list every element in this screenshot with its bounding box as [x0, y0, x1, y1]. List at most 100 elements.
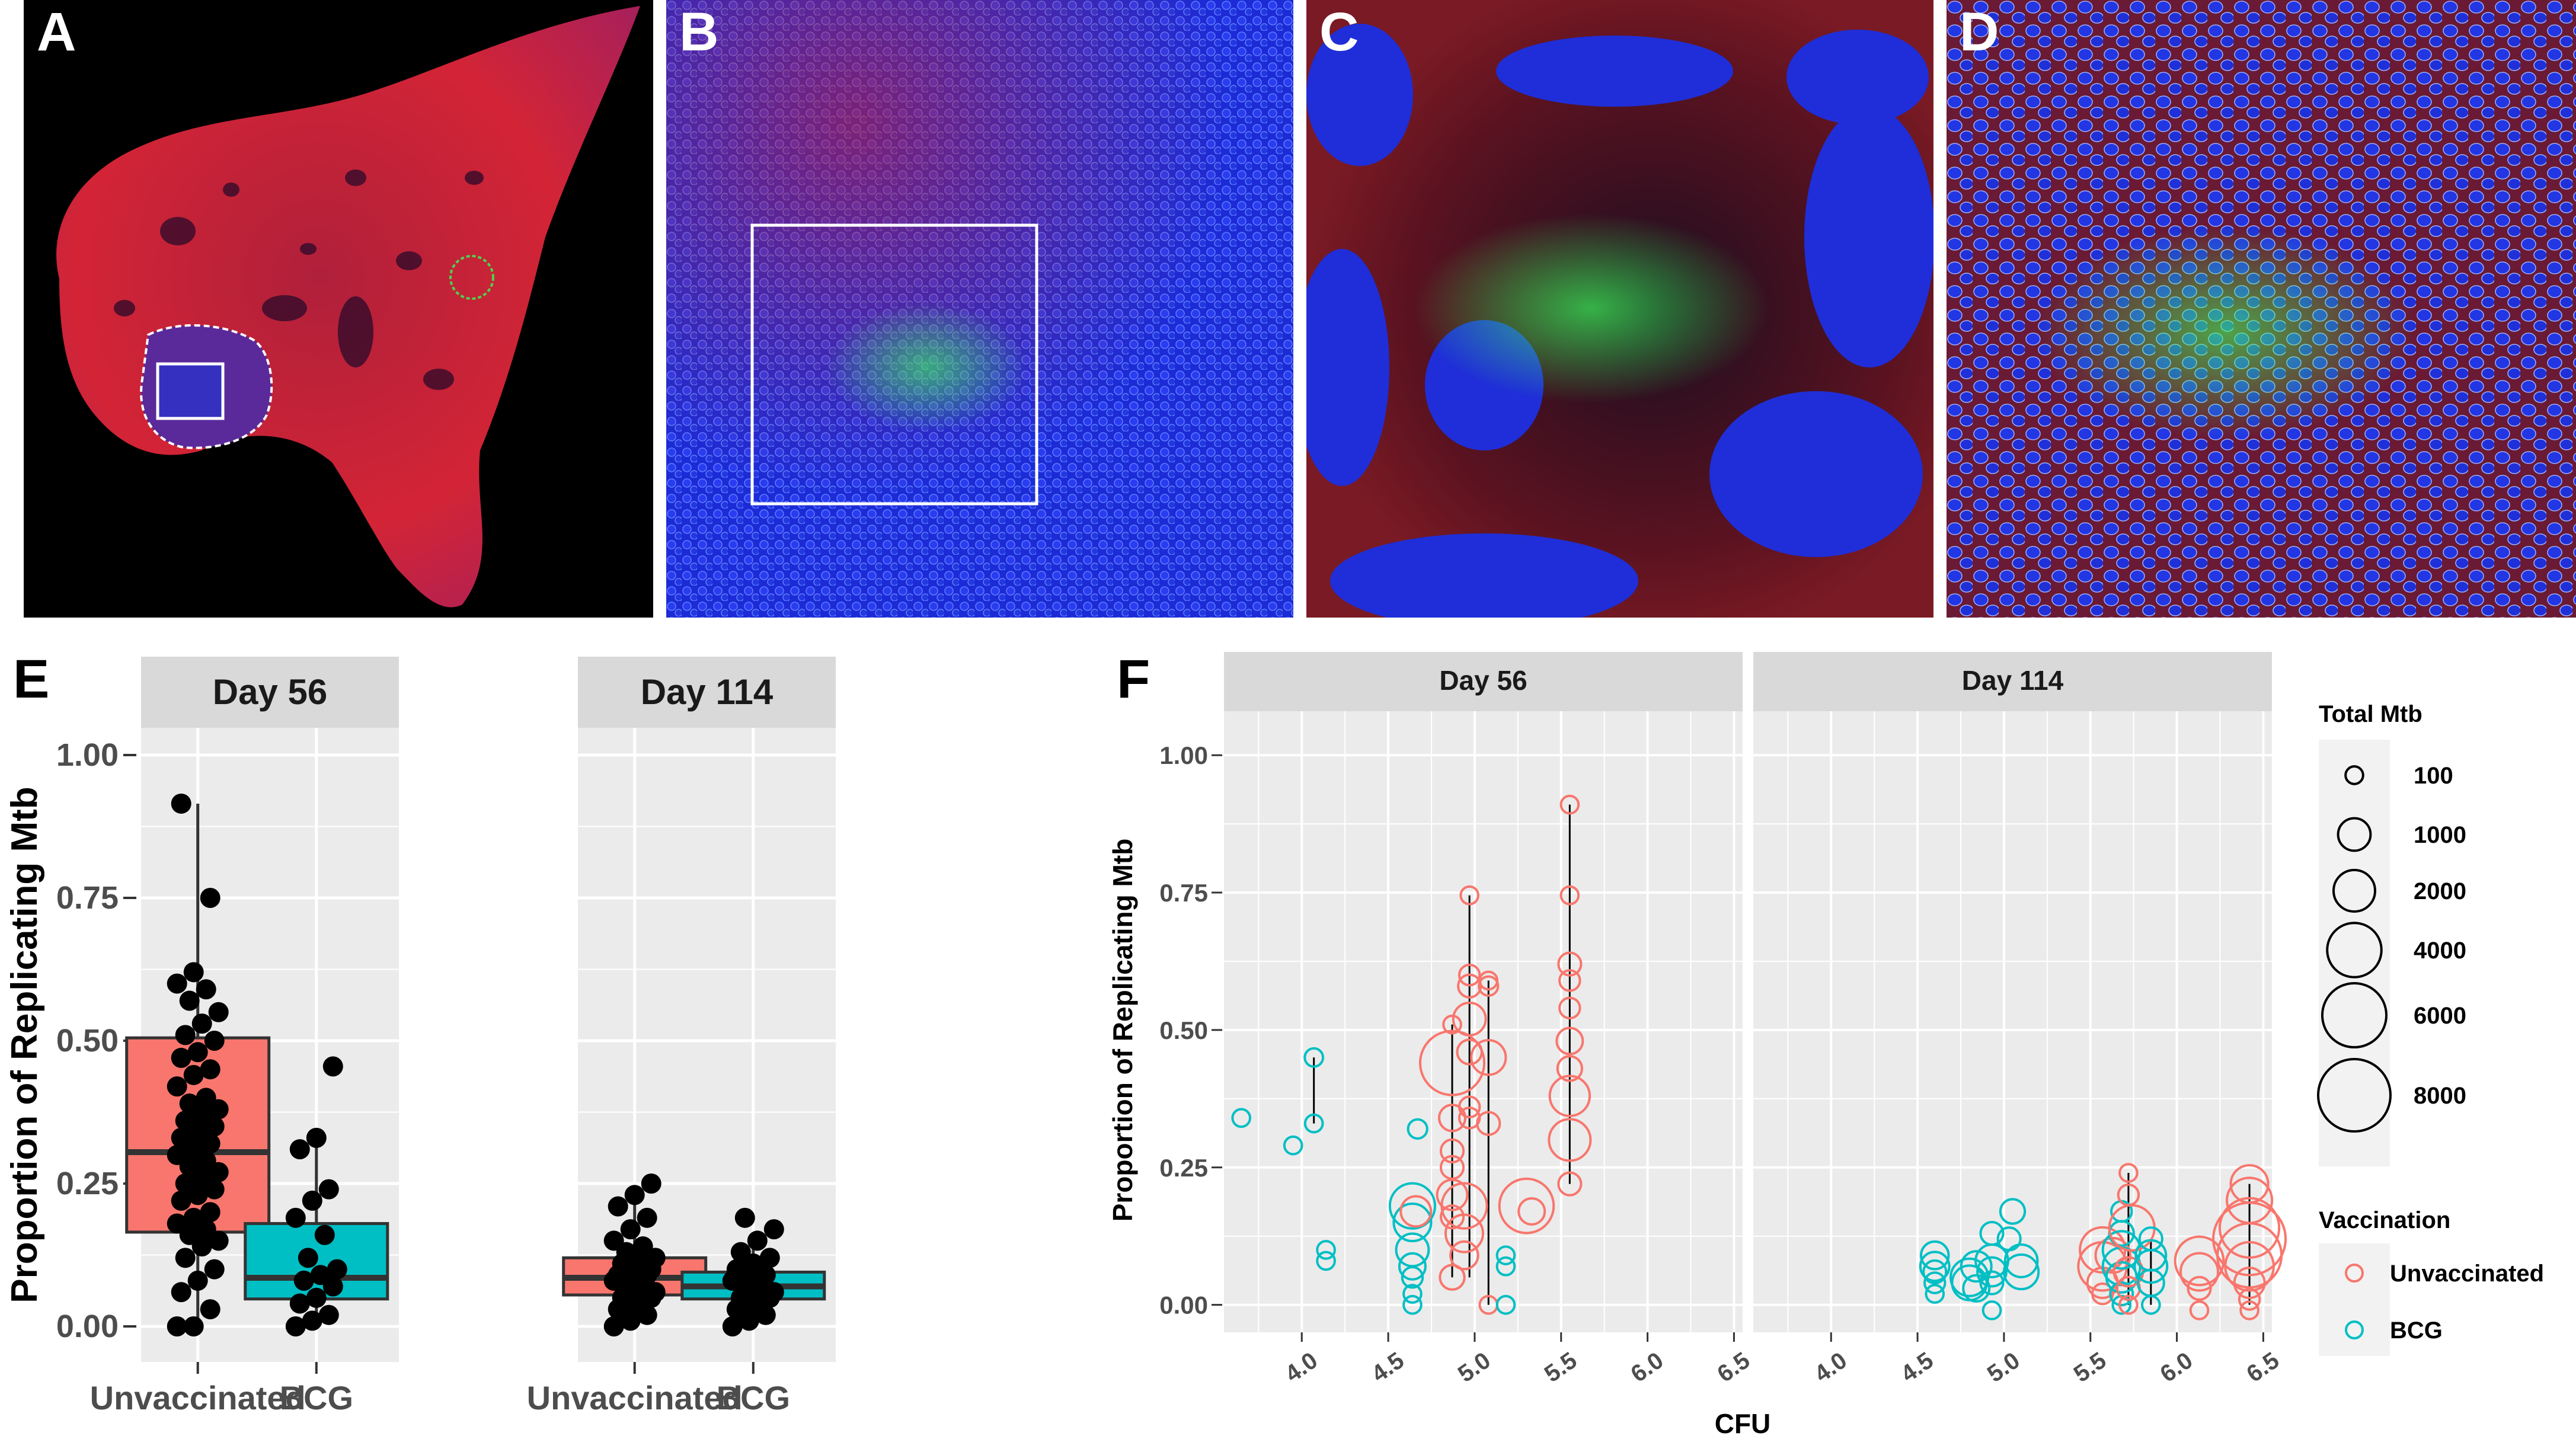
- data-point: [2239, 1300, 2259, 1320]
- data-point: [1495, 1256, 1516, 1277]
- color-legend-label: BCG: [2390, 1318, 2443, 1344]
- data-point: [289, 1293, 310, 1314]
- data-point: [1231, 1108, 1251, 1128]
- size-legend-key: [2321, 981, 2388, 1049]
- data-point: [322, 1056, 343, 1077]
- data-point: [637, 1207, 657, 1228]
- green-lesion-outline: [449, 255, 494, 300]
- data-point: [1478, 975, 1500, 997]
- data-point: [734, 1207, 755, 1228]
- data-point: [2105, 1261, 2138, 1294]
- data-point: [302, 1310, 322, 1331]
- data-point: [759, 1248, 780, 1268]
- x-tick-label: 6.5: [1712, 1347, 1754, 1387]
- panel-label-c: C: [1319, 2, 1359, 62]
- data-point: [1559, 794, 1580, 815]
- panel-label-b: B: [679, 2, 719, 62]
- data-point: [175, 1248, 196, 1268]
- data-point: [2179, 1252, 2220, 1292]
- data-point: [208, 1002, 229, 1022]
- data-point: [1442, 1014, 1462, 1035]
- panel-c-mtb-detail: [1306, 0, 1933, 618]
- data-point: [2212, 1201, 2287, 1277]
- data-point: [200, 1299, 220, 1320]
- color-legend-title: Vaccination: [2319, 1207, 2450, 1233]
- airways: [114, 170, 484, 390]
- data-point: [1498, 1177, 1555, 1235]
- data-point: [1548, 1118, 1592, 1162]
- data-point: [200, 888, 220, 908]
- data-point: [1401, 1266, 1424, 1289]
- nuclei-blobs: [1306, 24, 1933, 618]
- data-point: [641, 1173, 661, 1194]
- data-point: [624, 1185, 645, 1205]
- data-point: [1418, 1029, 1486, 1096]
- data-point: [1439, 1204, 1465, 1230]
- data-point: [2218, 1197, 2281, 1259]
- y-axis-title: Proportion of Replicating Mtb: [1107, 839, 1138, 1222]
- data-point: [1283, 1135, 1303, 1156]
- data-point: [1316, 1240, 1336, 1260]
- data-point: [2133, 1249, 2169, 1284]
- data-point: [179, 990, 200, 1011]
- data-point: [608, 1196, 628, 1217]
- data-point: [171, 1282, 191, 1303]
- data-point: [171, 1047, 191, 1068]
- data-point: [1559, 885, 1580, 906]
- data-point: [167, 973, 187, 994]
- data-point: [2141, 1294, 2161, 1315]
- size-legend-key: [2317, 1058, 2392, 1133]
- mtb-cluster: [2035, 225, 2415, 439]
- data-point: [1316, 1251, 1336, 1271]
- size-legend-key: [2344, 765, 2364, 785]
- data-point: [306, 1127, 327, 1148]
- lesion-zoom-image: [666, 0, 1293, 618]
- size-legend-label: 100: [2414, 763, 2453, 789]
- x-tick-label: BCG: [280, 1379, 353, 1416]
- data-point: [310, 1265, 331, 1285]
- data-point: [1458, 1095, 1481, 1118]
- data-point: [1476, 1111, 1501, 1136]
- data-point: [196, 979, 216, 1000]
- data-point: [1976, 1256, 2008, 1288]
- data-point: [187, 1270, 208, 1291]
- data-point: [183, 962, 204, 983]
- data-point: [1470, 1039, 1507, 1076]
- data-point: [2003, 1243, 2039, 1278]
- data-point: [747, 1230, 768, 1251]
- panel-a-lung-section: [24, 0, 653, 618]
- data-point: [1402, 1284, 1423, 1304]
- x-tick-label: Unvaccinated: [90, 1379, 306, 1416]
- facet-title: Day 114: [1962, 665, 2064, 696]
- data-point: [2174, 1235, 2225, 1287]
- x-tick-label: 5.0: [1983, 1347, 2025, 1387]
- x-tick-label: 6.0: [2156, 1347, 2198, 1387]
- panel-label-e: E: [13, 649, 50, 709]
- x-tick-label: 6.5: [2242, 1347, 2284, 1387]
- data-point: [175, 1025, 196, 1045]
- color-legend-key: [2345, 1264, 2364, 1283]
- panel-label-a: A: [37, 2, 76, 62]
- y-tick-label: 0.25: [56, 1166, 119, 1201]
- data-point: [2233, 1267, 2266, 1299]
- data-point: [289, 1139, 310, 1160]
- panel-b-lesion-zoom: [666, 0, 1293, 618]
- lung-section-image: [56, 6, 641, 607]
- x-tick-label: BCG: [717, 1379, 790, 1416]
- data-point: [318, 1179, 339, 1200]
- data-point: [318, 1304, 339, 1325]
- data-point: [2216, 1222, 2283, 1289]
- data-point: [1458, 963, 1481, 987]
- data-point: [1456, 1038, 1483, 1066]
- data-point: [1402, 1294, 1423, 1315]
- data-point: [196, 1088, 216, 1108]
- data-point: [1495, 1294, 1516, 1315]
- data-point: [1303, 1047, 1325, 1068]
- zoom-box-a: [156, 362, 225, 420]
- facet-strip: [1224, 652, 1743, 711]
- data-point: [2238, 1288, 2261, 1311]
- data-point: [298, 1248, 318, 1268]
- data-point: [1925, 1284, 1945, 1304]
- panel-label-f: F: [1117, 649, 1150, 709]
- data-point: [179, 1093, 200, 1114]
